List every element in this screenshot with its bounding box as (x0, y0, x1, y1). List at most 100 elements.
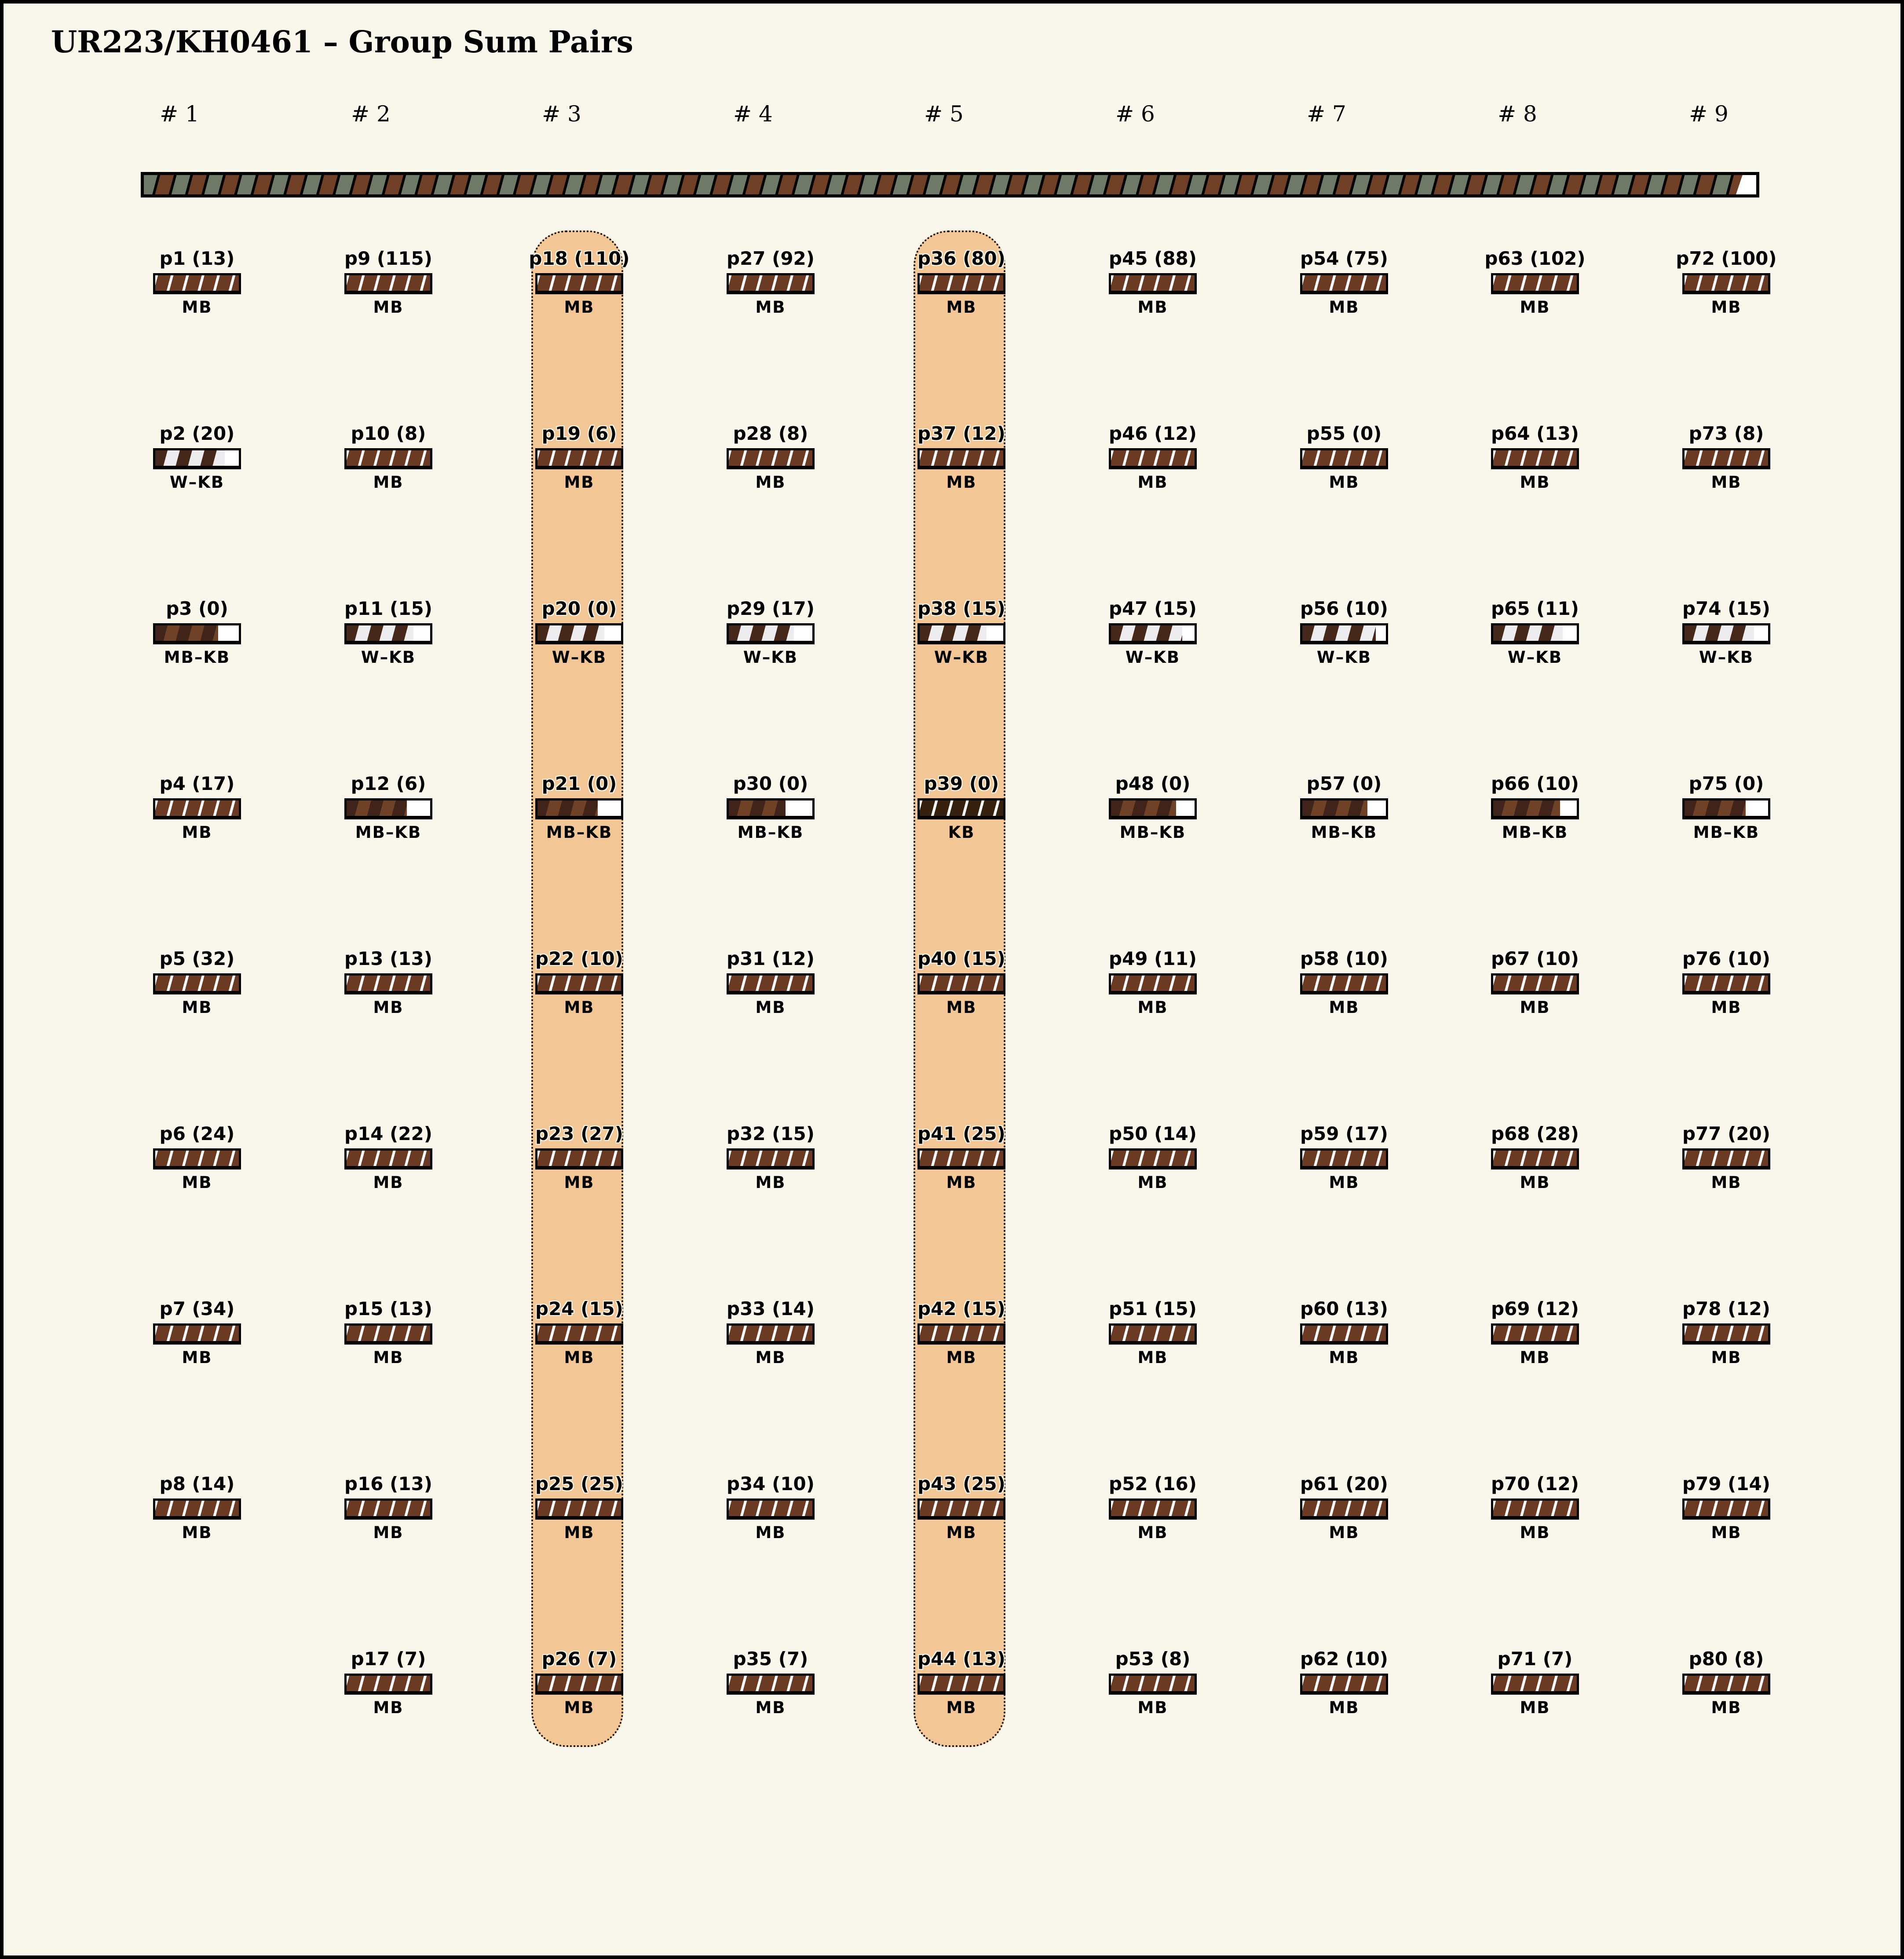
pair-label: p72 (100) (1676, 248, 1777, 269)
pair-bar-fill (1111, 1676, 1195, 1691)
pair-kind-label: MB (1520, 998, 1550, 1017)
pair-bar-fill (729, 275, 812, 291)
pair-bar-fill (347, 800, 407, 816)
pair-label: p62 (10) (1300, 1648, 1388, 1670)
pair-bar (1682, 1148, 1770, 1170)
pair-label: p77 (20) (1682, 1123, 1770, 1144)
pair-bar (1300, 448, 1388, 469)
pair-kind-label: MB (182, 1348, 212, 1367)
pair-label: p25 (25) (535, 1473, 623, 1495)
pair-bar-fill (347, 1501, 430, 1516)
pair-bar-fill (1685, 1501, 1768, 1516)
group-sum-bar-end-segment (1736, 175, 1756, 194)
pair-kind-label: W–KB (743, 648, 798, 667)
pair-label: p73 (8) (1688, 423, 1764, 444)
pair-bar (1682, 798, 1770, 819)
pair-label: p37 (12) (917, 423, 1005, 444)
pair-label: p66 (10) (1491, 773, 1579, 794)
pair-bar-fill (1302, 976, 1386, 991)
pair-label: p67 (10) (1491, 948, 1579, 969)
pair-bar-fill (155, 1326, 239, 1341)
pair-kind-label: MB (373, 998, 404, 1017)
pair-bar (344, 1498, 432, 1520)
pair-label: p9 (115) (344, 248, 432, 269)
pair-bar (344, 1674, 432, 1695)
pair-bar (1682, 1674, 1770, 1695)
pair-bar-fill (537, 1151, 621, 1166)
pair-kind-label: W–KB (1125, 648, 1180, 667)
pair-bar (1300, 1674, 1388, 1695)
pair-bar-fill (920, 450, 1003, 466)
pair-kind-label: MB (1329, 298, 1359, 317)
pair-kind-label: MB (946, 473, 977, 492)
pair-bar (1300, 1498, 1388, 1520)
pair-kind-label: MB (1329, 1348, 1359, 1367)
pair-bar-fill (537, 1676, 621, 1691)
column-header-2: # 2 (351, 101, 391, 127)
pair-kind-label: MB (755, 298, 786, 317)
pair-bar-fill (1493, 275, 1577, 291)
pair-bar-fill (155, 1151, 239, 1166)
column-header-4: # 4 (733, 101, 773, 127)
pair-bar-fill (920, 800, 1003, 816)
pair-kind-label: MB (1137, 298, 1168, 317)
pair-bar (1491, 273, 1579, 294)
pair-bar-fill (1111, 450, 1195, 466)
pair-bar-fill (1685, 625, 1754, 641)
pair-kind-label: MB (564, 998, 595, 1017)
pair-bar (535, 1498, 623, 1520)
pair-bar-fill (1111, 1501, 1195, 1516)
pair-bar-fill (1111, 275, 1195, 291)
pair-label: p75 (0) (1688, 773, 1764, 794)
pair-label: p28 (8) (733, 423, 808, 444)
pair-bar-fill (1302, 1676, 1386, 1691)
pair-bar-fill (537, 275, 621, 291)
pair-kind-label: MB (1329, 1698, 1359, 1717)
pair-bar-fill (1111, 625, 1182, 641)
pair-label: p30 (0) (733, 773, 808, 794)
pair-kind-label: MB (1520, 1698, 1550, 1717)
pair-kind-label: MB (755, 473, 786, 492)
pair-bar (153, 1498, 241, 1520)
pair-label: p45 (88) (1109, 248, 1197, 269)
pair-kind-label: MB–KB (1119, 823, 1186, 842)
pair-label: p1 (13) (159, 248, 235, 269)
pair-label: p3 (0) (166, 598, 228, 619)
pair-bar (917, 1148, 1005, 1170)
pair-bar-fill (920, 625, 987, 641)
pair-label: p34 (10) (727, 1473, 815, 1495)
pair-label: p12 (6) (351, 773, 426, 794)
pair-bar-fill (1302, 1151, 1386, 1166)
pair-kind-label: W–KB (934, 648, 989, 667)
pair-bar (1109, 1498, 1197, 1520)
pair-kind-label: MB (1329, 473, 1359, 492)
pair-label: p29 (17) (727, 598, 815, 619)
pair-bar-fill (347, 1151, 430, 1166)
pair-label: p68 (28) (1491, 1123, 1579, 1144)
pair-bar-fill (537, 1326, 621, 1341)
column-header-3: # 3 (542, 101, 581, 127)
pair-bar (727, 973, 815, 994)
pair-bar-fill (920, 1326, 1003, 1341)
pair-label: p48 (0) (1115, 773, 1191, 794)
pair-kind-label: MB–KB (355, 823, 422, 842)
pair-label: p53 (8) (1115, 1648, 1191, 1670)
pair-bar-fill (347, 450, 430, 466)
pair-bar-fill (920, 1676, 1003, 1691)
pair-kind-label: W–KB (1316, 648, 1372, 667)
pair-kind-label: MB (564, 1348, 595, 1367)
pair-bar-fill (155, 450, 225, 466)
pair-label: p20 (0) (541, 598, 617, 619)
pair-bar (344, 623, 432, 644)
pair-kind-label: MB (1711, 1173, 1742, 1192)
pair-label: p27 (92) (727, 248, 815, 269)
pair-label: p49 (11) (1109, 948, 1197, 969)
pair-bar (344, 798, 432, 819)
pair-kind-label: MB (946, 1698, 977, 1717)
pair-bar-fill (347, 1326, 430, 1341)
pair-bar (727, 1674, 815, 1695)
pair-bar (1491, 1498, 1579, 1520)
pair-label: p58 (10) (1300, 948, 1388, 969)
pair-bar (727, 1498, 815, 1520)
pair-bar-fill (1685, 800, 1746, 816)
